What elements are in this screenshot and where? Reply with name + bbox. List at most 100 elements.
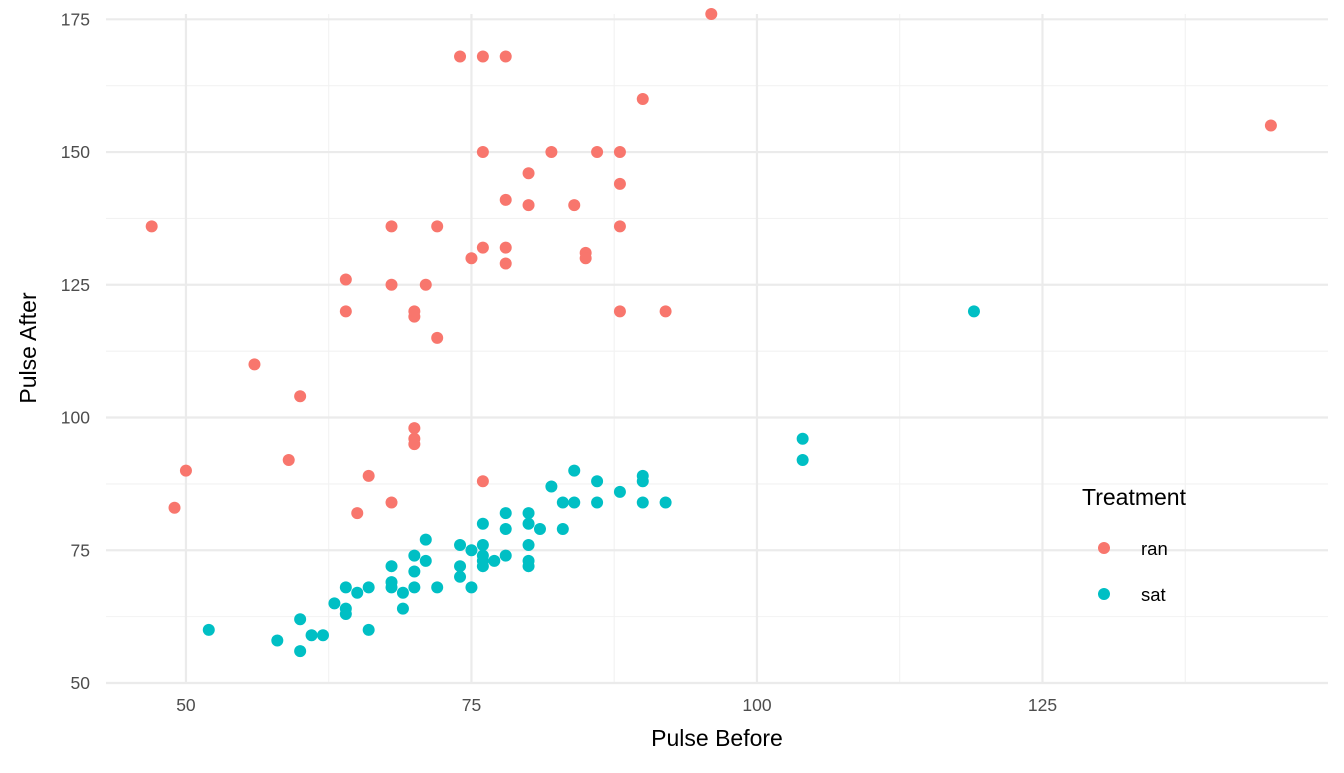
data-point-sat [419, 554, 432, 567]
data-point-ran [179, 464, 192, 477]
data-point-sat [545, 480, 558, 493]
data-point-ran [613, 146, 626, 159]
data-point-ran [522, 199, 535, 212]
legend-key-sat [1098, 588, 1110, 600]
data-point-ran [476, 475, 489, 488]
data-point-sat [613, 485, 626, 498]
data-point-ran [476, 146, 489, 159]
data-point-sat [339, 607, 352, 620]
data-point-ran [545, 146, 558, 159]
data-point-sat [385, 581, 398, 594]
data-point-sat [305, 629, 318, 642]
data-point-sat [431, 581, 444, 594]
data-point-sat [408, 565, 421, 578]
data-point-sat [568, 464, 581, 477]
data-point-ran [248, 358, 261, 371]
data-point-sat [316, 629, 329, 642]
data-point-ran [499, 50, 512, 63]
data-point-ran [499, 241, 512, 254]
data-point-ran [339, 305, 352, 318]
data-point-ran [659, 305, 672, 318]
data-point-sat [396, 586, 409, 599]
data-point-sat [271, 634, 284, 647]
y-axis-title: Pulse After [15, 292, 41, 404]
data-point-ran [465, 252, 478, 265]
data-point-ran [431, 220, 444, 233]
data-point-sat [636, 475, 649, 488]
data-point-ran [613, 177, 626, 190]
y-tick-label: 75 [71, 540, 90, 560]
legend-key-ran [1098, 542, 1110, 554]
data-point-sat [556, 523, 569, 536]
data-point-ran [591, 146, 604, 159]
data-point-sat [556, 496, 569, 509]
data-point-sat [419, 533, 432, 546]
data-point-sat [796, 454, 809, 466]
data-point-ran [636, 92, 649, 105]
legend: Treatment ran sat [1082, 484, 1187, 605]
data-point-sat [339, 581, 352, 594]
data-point-ran [282, 454, 295, 466]
data-point-ran [385, 220, 398, 233]
data-point-sat [385, 560, 398, 573]
data-point-ran [408, 422, 421, 435]
points-layer [145, 8, 1277, 658]
data-point-ran [431, 331, 444, 344]
data-point-sat [522, 560, 535, 573]
x-tick-label: 75 [462, 695, 481, 715]
data-point-sat [796, 432, 809, 445]
data-point-sat [396, 602, 409, 615]
y-tick-label: 150 [61, 142, 90, 162]
data-point-sat [476, 560, 489, 573]
data-point-ran [522, 167, 535, 180]
data-point-ran [339, 273, 352, 286]
x-tick-label: 100 [742, 695, 771, 715]
data-point-sat [476, 538, 489, 551]
data-point-sat [488, 554, 501, 567]
data-point-ran [705, 8, 718, 20]
data-point-sat [659, 496, 672, 509]
data-point-sat [533, 523, 546, 536]
axis-layer: 50 75 100 125 50 75 100 125 150 175 [61, 9, 1057, 715]
legend-items: ran sat [1098, 538, 1168, 605]
data-point-ran [294, 390, 307, 403]
grid-layer [106, 14, 1328, 685]
data-point-sat [362, 581, 375, 594]
y-tick-label: 125 [61, 275, 90, 295]
data-point-sat [408, 549, 421, 562]
data-point-sat [328, 597, 341, 610]
data-point-sat [636, 496, 649, 509]
legend-title: Treatment [1082, 484, 1187, 510]
data-point-sat [294, 613, 307, 626]
data-point-ran [613, 305, 626, 318]
data-point-sat [499, 549, 512, 562]
data-point-ran [385, 278, 398, 291]
data-point-ran [419, 278, 432, 291]
data-point-sat [465, 581, 478, 594]
data-point-sat [408, 581, 421, 594]
x-tick-label: 50 [176, 695, 196, 715]
data-point-ran [408, 438, 421, 451]
data-point-ran [568, 199, 581, 212]
x-tick-label: 125 [1028, 695, 1057, 715]
data-point-sat [499, 523, 512, 536]
y-tick-label: 175 [61, 9, 90, 29]
data-point-sat [591, 496, 604, 509]
data-point-sat [294, 645, 307, 658]
data-point-ran [145, 220, 158, 233]
x-axis-title: Pulse Before [651, 725, 783, 751]
data-point-ran [385, 496, 398, 509]
data-point-sat [362, 623, 375, 636]
data-point-sat [454, 560, 467, 573]
data-point-sat [522, 538, 535, 551]
data-point-sat [568, 496, 581, 509]
data-point-sat [465, 544, 478, 557]
y-tick-label: 100 [61, 408, 90, 428]
data-point-sat [202, 623, 215, 636]
data-point-sat [499, 507, 512, 520]
data-point-ran [351, 507, 364, 520]
data-point-ran [579, 252, 592, 265]
data-point-ran [1264, 119, 1277, 132]
